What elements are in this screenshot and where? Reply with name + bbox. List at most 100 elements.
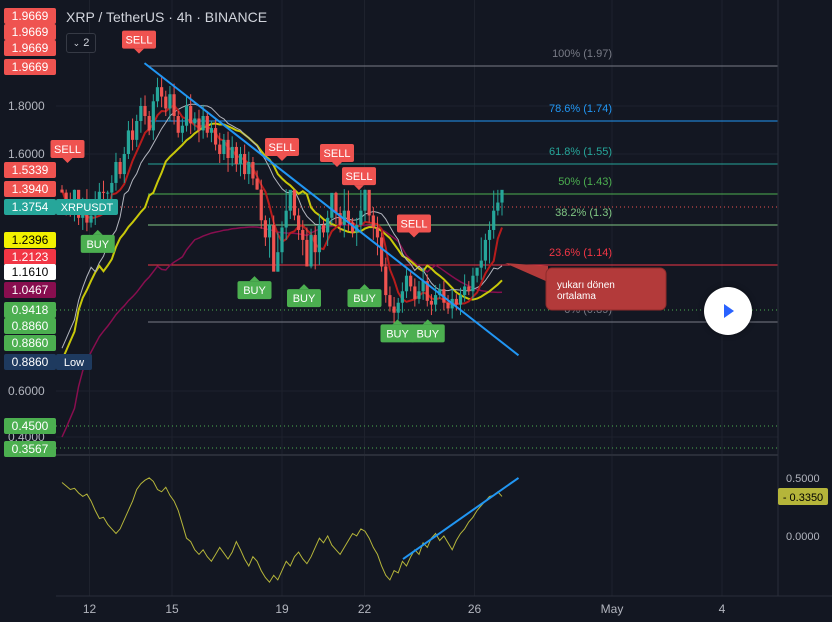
- price-tag-value: 1.9669: [12, 41, 49, 55]
- candle-body: [338, 213, 342, 225]
- candle-body: [238, 154, 243, 164]
- candle-body: [230, 146, 234, 158]
- interval-label: 4h: [176, 9, 193, 25]
- price-tick-label: 1.6000: [8, 147, 45, 161]
- exchange-label: BINANCE: [204, 9, 268, 25]
- candle-body: [479, 260, 483, 268]
- candle-body: [346, 210, 351, 223]
- buy-signal: BUY: [410, 319, 445, 343]
- symbol-tag: XRPUSDT: [56, 199, 118, 215]
- time-tick-label: 22: [358, 602, 372, 616]
- candle-body: [492, 210, 496, 230]
- oscillator-line: [61, 477, 503, 584]
- time-tick-label: 15: [165, 602, 179, 616]
- candle-body: [122, 154, 126, 175]
- candle-body: [305, 239, 309, 267]
- candle-body: [454, 298, 458, 305]
- signal-label: SELL: [401, 218, 428, 230]
- oscillator-tick-label: 0.5000: [786, 473, 820, 485]
- price-tag: 1.3754: [4, 199, 56, 215]
- candle-body: [101, 191, 106, 193]
- candle-body: [400, 291, 404, 303]
- price-tag: 1.2123: [4, 249, 56, 265]
- candle-body: [326, 217, 330, 233]
- candle-body: [259, 189, 263, 221]
- symbol-name: XRP / TetherUS: [66, 9, 165, 25]
- play-icon: [724, 304, 734, 318]
- svg-text:Low: Low: [64, 357, 84, 369]
- candle-body: [396, 302, 400, 313]
- price-tag: 1.3940: [4, 181, 56, 197]
- oscillator-pane: [61, 477, 520, 584]
- chart-title: XRP / TetherUS · 4h · BINANCE: [66, 9, 268, 25]
- candle-body: [384, 266, 388, 296]
- time-tick-label: 12: [83, 602, 97, 616]
- candle-body: [417, 291, 421, 299]
- candle-body: [292, 189, 297, 216]
- candle-body: [496, 202, 500, 211]
- candle-body: [276, 252, 280, 272]
- price-tick-label: 1.8000: [8, 99, 45, 113]
- sell-signal: SELL: [265, 138, 299, 161]
- low-tag: Low: [56, 354, 92, 370]
- trendline[interactable]: [143, 62, 520, 357]
- candle-body: [243, 154, 247, 175]
- price-tag-value: 0.9418: [12, 303, 49, 317]
- price-tag: 0.8860: [4, 318, 56, 334]
- fib-level-label: 23.6% (1.14): [549, 247, 612, 259]
- buy-sell-signals: SELL SELL SELL SELL SELL SELL BUY BUY BUY BUY BUY B…: [50, 30, 445, 343]
- candle-body: [201, 116, 205, 131]
- candle-body: [438, 289, 442, 296]
- candle-body: [413, 286, 417, 299]
- price-tag: 1.9669: [4, 40, 56, 56]
- play-button[interactable]: [704, 287, 752, 335]
- candle-body: [85, 213, 89, 223]
- candle-body: [363, 189, 367, 211]
- candle-body: [500, 189, 504, 203]
- price-tag: 1.9669: [4, 8, 56, 24]
- candle-body: [267, 225, 272, 238]
- candle-body: [110, 182, 114, 193]
- candle-body: [317, 225, 321, 253]
- candle-body: [89, 215, 93, 223]
- price-tag-value: 1.1610: [12, 265, 49, 279]
- candle-body: [463, 286, 467, 296]
- candle-body: [147, 116, 151, 131]
- callout-text: ortalama: [557, 291, 596, 302]
- candle-body: [130, 130, 135, 140]
- candle-body: [392, 306, 396, 313]
- candle-body: [330, 192, 334, 218]
- candle-body: [334, 192, 338, 214]
- candle-body: [301, 229, 305, 240]
- indicators-toggle[interactable]: ⌄ 2: [66, 33, 96, 53]
- signal-label: SELL: [126, 35, 153, 47]
- candle-body: [371, 215, 375, 228]
- downtrend-line[interactable]: [143, 62, 520, 357]
- candle-body: [222, 139, 226, 154]
- callout-box: [545, 267, 667, 311]
- price-tag: 0.4500: [4, 418, 56, 434]
- sell-signal: SELL: [320, 144, 354, 167]
- candle-body: [367, 189, 371, 216]
- price-tag-value: 1.2123: [12, 250, 49, 264]
- candle-body: [359, 210, 363, 225]
- candle-body: [272, 225, 276, 272]
- candle-body: [114, 162, 118, 183]
- candle-body: [375, 227, 380, 238]
- candle-body: [184, 106, 189, 126]
- candle-body: [234, 146, 238, 164]
- signal-label: BUY: [353, 293, 376, 305]
- signal-label: BUY: [86, 239, 109, 251]
- sell-signal: SELL: [397, 214, 431, 238]
- candle-body: [126, 130, 131, 154]
- candle-body: [218, 144, 222, 154]
- price-tag-value: 1.9669: [12, 25, 49, 39]
- oscillator-trendline: [402, 477, 520, 560]
- candle-body: [313, 234, 317, 253]
- candle-body: [380, 237, 384, 267]
- grid-lines: [56, 0, 778, 596]
- buy-signal: BUY: [80, 229, 115, 253]
- candle-body: [321, 225, 326, 233]
